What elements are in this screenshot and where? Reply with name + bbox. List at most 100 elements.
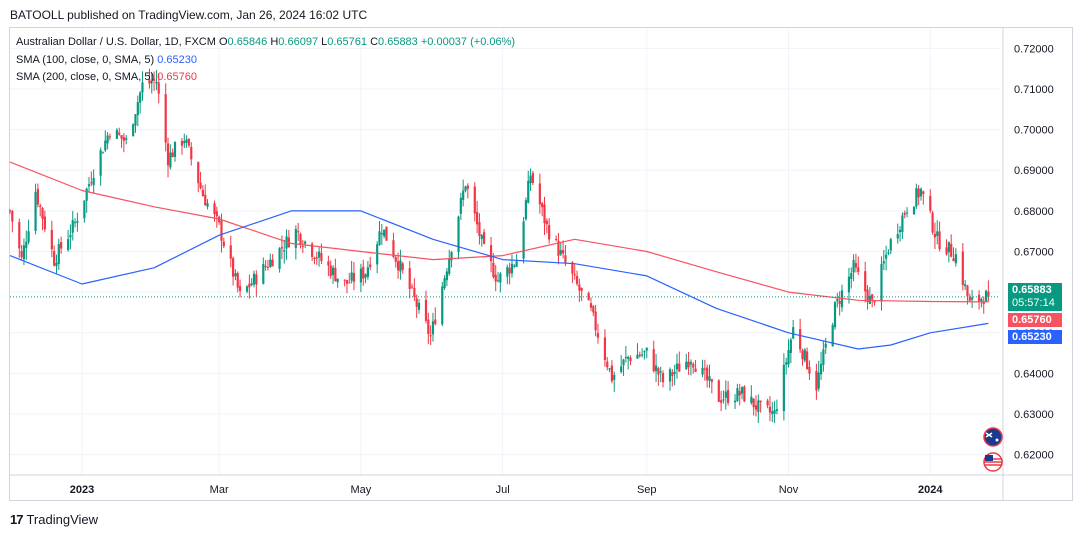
candle-up[interactable] [817,372,820,389]
candle-up[interactable] [882,261,885,264]
candle-down[interactable] [671,372,674,376]
candle-up[interactable] [803,349,806,361]
candle-up[interactable] [139,92,142,103]
candle-up[interactable] [782,364,785,412]
candle-down[interactable] [917,188,920,198]
candle-up[interactable] [99,150,102,176]
candle-down[interactable] [977,294,981,302]
candle-up[interactable] [134,114,137,126]
sma100-line[interactable] [9,210,989,350]
candle-up[interactable] [524,200,528,220]
candle-down[interactable] [415,298,418,307]
candle-down[interactable] [18,222,21,249]
candle-up[interactable] [887,252,890,254]
candle-down[interactable] [678,363,681,372]
candle-up[interactable] [150,82,153,84]
candle-down[interactable] [164,94,167,143]
candle-down[interactable] [238,286,242,291]
candle-up[interactable] [901,215,904,233]
candle-down[interactable] [148,79,151,84]
candle-up[interactable] [366,267,369,277]
candle-down[interactable] [222,241,225,247]
candle-up[interactable] [984,290,988,303]
candle-up[interactable] [627,356,630,359]
candle-up[interactable] [480,235,483,239]
candle-up[interactable] [115,130,119,139]
candle-up[interactable] [87,184,91,187]
candle-down[interactable] [320,253,323,261]
candle-down[interactable] [11,210,14,222]
candle-up[interactable] [141,82,144,93]
candle-down[interactable] [903,212,906,215]
candle-up[interactable] [252,273,256,285]
candle-down[interactable] [413,287,416,297]
candle-up[interactable] [750,396,753,403]
candle-down[interactable] [589,303,593,308]
candle-down[interactable] [752,398,755,408]
candle-down[interactable] [231,258,235,277]
candle-down[interactable] [215,211,218,217]
candle-down[interactable] [961,251,964,286]
candle-up[interactable] [771,411,774,415]
candle-down[interactable] [754,405,758,410]
candle-down[interactable] [743,386,746,402]
candle-down[interactable] [334,267,337,281]
candle-up[interactable] [499,273,502,283]
usa-flag-icon[interactable] [981,452,1005,472]
candle-down[interactable] [108,136,112,138]
candle-up[interactable] [789,339,792,354]
candle-down[interactable] [301,245,304,247]
candle-down[interactable] [694,368,697,372]
candle-down[interactable] [950,243,953,257]
candle-down[interactable] [427,319,430,335]
candle-down[interactable] [482,232,486,244]
candle-up[interactable] [620,366,623,373]
candle-down[interactable] [982,301,985,305]
sma100-legend[interactable]: SMA (100, close, 0, SMA, 5) 0.65230 [16,54,197,67]
sma200-label[interactable]: SMA (200, close, 0, SMA, 5) [16,71,155,83]
candle-up[interactable] [889,239,892,251]
candle-up[interactable] [155,81,158,84]
candle-down[interactable] [596,333,600,338]
candle-down[interactable] [594,311,597,331]
candle-up[interactable] [304,241,307,244]
candle-down[interactable] [120,135,123,139]
candle-up[interactable] [136,102,139,116]
candle-up[interactable] [822,349,825,365]
candle-up[interactable] [847,276,851,293]
candle-down[interactable] [473,186,476,214]
candle-down[interactable] [706,367,709,381]
candle-down[interactable] [808,366,811,374]
candle-up[interactable] [25,241,28,249]
candle-down[interactable] [187,139,191,146]
footer-brand[interactable]: 17 TradingView [10,512,98,527]
symbol-legend[interactable]: Australian Dollar / U.S. Dollar, 1D, FXC… [16,36,515,49]
candle-down[interactable] [494,274,497,282]
candle-down[interactable] [466,185,469,189]
candle-down[interactable] [327,261,330,266]
candle-up[interactable] [69,234,72,238]
candle-down[interactable] [657,368,660,375]
candle-down[interactable] [122,137,125,141]
candle-up[interactable] [445,271,449,281]
sma200-line[interactable] [9,161,989,303]
candle-up[interactable] [819,363,823,375]
candle-up[interactable] [641,354,644,356]
candle-down[interactable] [313,257,316,260]
candle-up[interactable] [775,409,779,412]
candle-down[interactable] [362,266,365,279]
candle-down[interactable] [43,216,46,230]
candle-up[interactable] [92,177,95,186]
candle-up[interactable] [622,359,625,366]
candle-down[interactable] [629,357,632,362]
candle-up[interactable] [376,244,379,265]
candle-up[interactable] [898,229,902,233]
candle-up[interactable] [378,231,381,245]
candle-down[interactable] [638,354,641,356]
candle-down[interactable] [392,240,395,257]
australia-flag-icon[interactable] [981,427,1005,447]
candle-up[interactable] [787,350,790,365]
candle-up[interactable] [824,343,827,348]
candle-up[interactable] [380,233,383,235]
candle-down[interactable] [573,274,576,276]
